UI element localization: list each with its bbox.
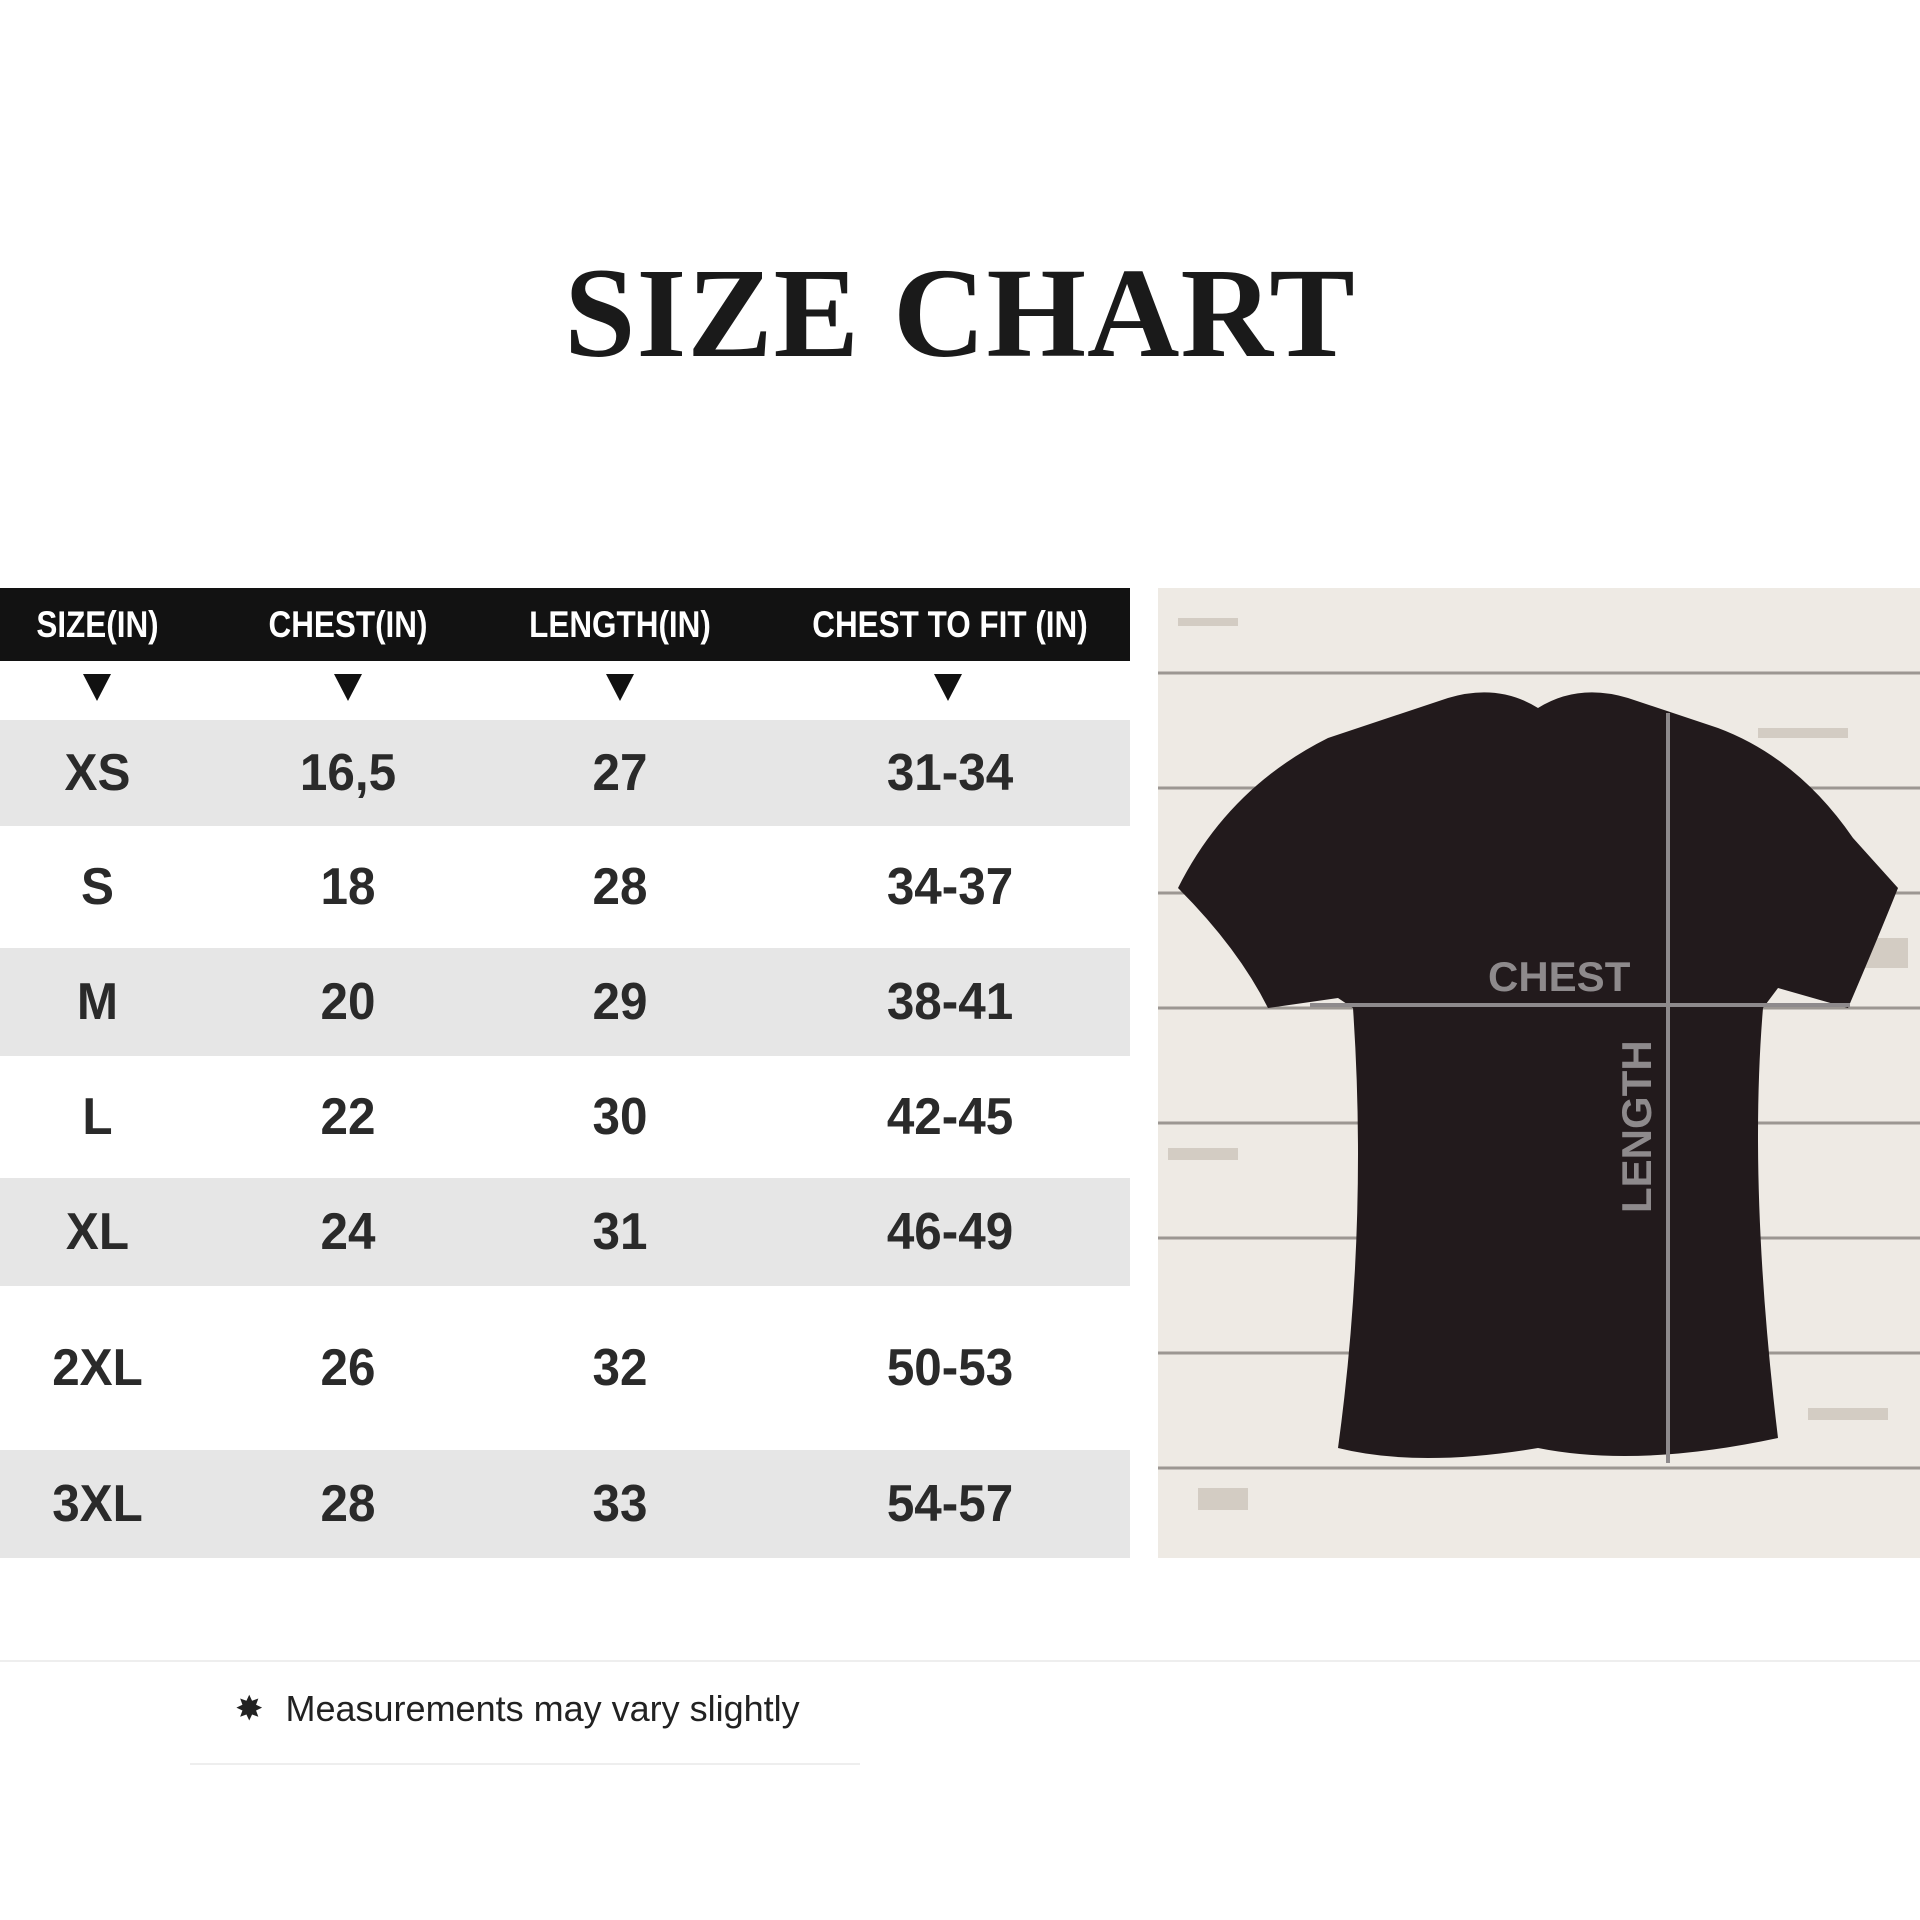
cell-chest: 16,5 bbox=[299, 744, 397, 802]
table-row: XS 16,5 27 31-34 bbox=[0, 720, 1130, 826]
tshirt-measurement-photo: CHEST LENGTH bbox=[1158, 588, 1920, 1558]
cell-chest: 20 bbox=[320, 973, 376, 1031]
cell-length: 33 bbox=[592, 1475, 648, 1533]
cell-size: 2XL bbox=[52, 1339, 143, 1397]
table-row: 3XL 28 33 54-57 bbox=[0, 1450, 1130, 1558]
cell-length: 27 bbox=[592, 744, 648, 802]
divider bbox=[0, 1660, 1920, 1662]
table-row: M 20 29 38-41 bbox=[0, 948, 1130, 1056]
cell-size: XS bbox=[64, 744, 131, 802]
table-row: L 22 30 42-45 bbox=[0, 1056, 1130, 1178]
table-header: SIZE(IN) CHEST(IN) LENGTH(IN) CHEST TO F… bbox=[0, 588, 1130, 661]
cell-length: 30 bbox=[592, 1088, 648, 1146]
cell-length: 29 bbox=[592, 973, 648, 1031]
cell-chest-to-fit: 34-37 bbox=[886, 858, 1014, 916]
cell-chest-to-fit: 42-45 bbox=[886, 1088, 1014, 1146]
cell-size: L bbox=[82, 1088, 113, 1146]
arrow-down-icon bbox=[83, 674, 111, 701]
cell-chest: 22 bbox=[320, 1088, 376, 1146]
cell-size: M bbox=[76, 973, 119, 1031]
cell-size: 3XL bbox=[52, 1475, 143, 1533]
cell-chest-to-fit: 50-53 bbox=[886, 1339, 1014, 1397]
cell-length: 31 bbox=[592, 1203, 648, 1261]
cell-chest: 18 bbox=[320, 858, 376, 916]
arrow-down-icon bbox=[934, 674, 962, 701]
arrow-down-icon bbox=[334, 674, 362, 701]
cell-size: XL bbox=[65, 1203, 130, 1261]
cell-chest: 26 bbox=[320, 1339, 376, 1397]
cell-chest-to-fit: 38-41 bbox=[886, 973, 1014, 1031]
cell-length: 28 bbox=[592, 858, 648, 916]
cell-chest-to-fit: 46-49 bbox=[886, 1203, 1014, 1261]
chest-label: CHEST bbox=[1488, 953, 1631, 1000]
page-title: SIZE CHART bbox=[564, 242, 1356, 384]
header-chest-to-fit: CHEST TO FIT (IN) bbox=[812, 604, 1088, 645]
cell-chest: 24 bbox=[320, 1203, 376, 1261]
table-row: XL 24 31 46-49 bbox=[0, 1178, 1130, 1286]
star-burst-icon: ✸ bbox=[235, 1690, 264, 1728]
cell-chest: 28 bbox=[320, 1475, 376, 1533]
divider bbox=[190, 1763, 860, 1765]
header-length: LENGTH(IN) bbox=[529, 604, 711, 645]
header-chest: CHEST(IN) bbox=[268, 604, 428, 645]
arrow-down-icon bbox=[606, 674, 634, 701]
cell-length: 32 bbox=[592, 1339, 648, 1397]
cell-chest-to-fit: 31-34 bbox=[886, 744, 1014, 802]
table-row: 2XL 26 32 50-53 bbox=[0, 1286, 1130, 1450]
length-label: LENGTH bbox=[1613, 1040, 1660, 1213]
cell-chest-to-fit: 54-57 bbox=[886, 1475, 1014, 1533]
tshirt-shape bbox=[1178, 692, 1898, 1458]
header-size: SIZE(IN) bbox=[36, 604, 159, 645]
footer-note: ✸ Measurements may vary slightly bbox=[235, 1688, 800, 1730]
cell-size: S bbox=[81, 858, 114, 916]
footer-note-text: Measurements may vary slightly bbox=[285, 1688, 800, 1729]
table-row: S 18 28 34-37 bbox=[0, 826, 1130, 948]
